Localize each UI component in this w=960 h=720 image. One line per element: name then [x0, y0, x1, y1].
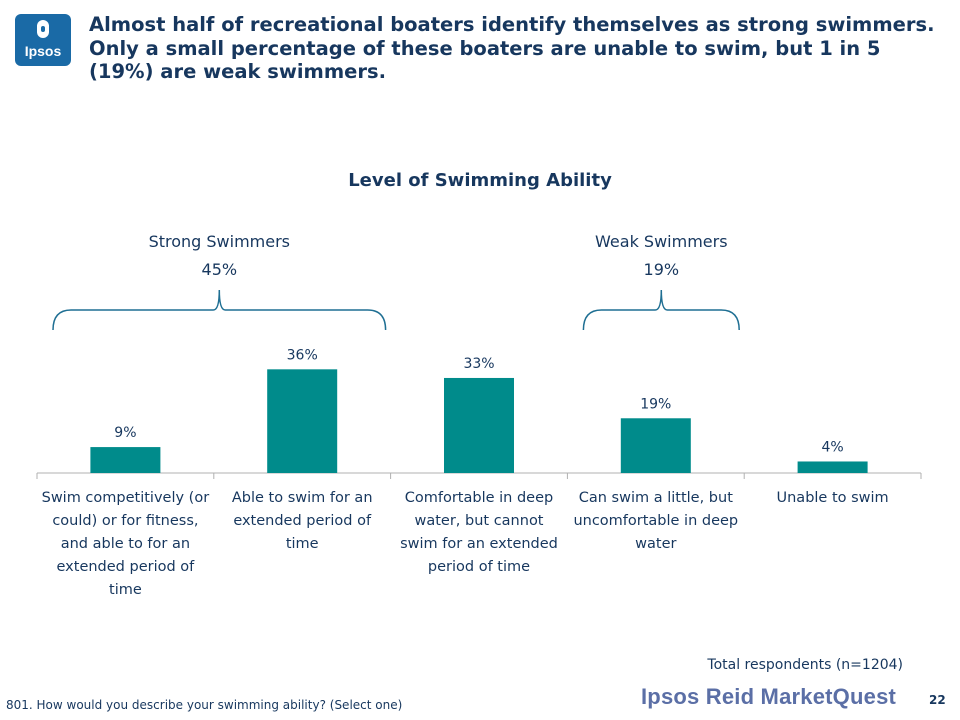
category-label-line: and able to for an — [61, 536, 190, 552]
bar-value-label: 36% — [287, 347, 318, 363]
category-label-line: Swim competitively (or — [42, 490, 210, 506]
page-number: 22 — [929, 693, 946, 707]
category-label-line: swim for an extended — [400, 536, 558, 552]
bar-value-label: 4% — [821, 439, 843, 455]
brand-wordmark: Ipsos Reid MarketQuest — [641, 684, 897, 709]
category-label-line: Can swim a little, but — [579, 490, 733, 506]
bar — [620, 418, 691, 473]
category-label-line: period of time — [428, 559, 530, 575]
group-brace — [52, 289, 387, 331]
category-label: Swim competitively (or could) or for fitn… — [42, 490, 210, 598]
category-label-line: Able to swim for an — [232, 490, 373, 506]
question-footnote: 801. How would you describe your swimmin… — [6, 698, 403, 712]
group-value: 45% — [202, 260, 238, 279]
bar-value-label: 33% — [463, 356, 494, 372]
category-label-line: Unable to swim — [777, 490, 889, 506]
category-label-line: Comfortable in deep — [405, 490, 553, 506]
bar-value-label: 9% — [114, 425, 136, 441]
bar — [444, 377, 514, 473]
category-label-line: could) or for fitness, — [52, 513, 198, 529]
chart-title: Level of Swimming Ability — [348, 170, 612, 191]
logo-text: Ipsos — [24, 43, 62, 59]
bar-value-label: 19% — [640, 396, 671, 412]
category-label: Unable to swim — [777, 490, 889, 506]
bar — [267, 369, 338, 473]
bar-chart: 9% 36% 33% 19% 4% Swim competitively (or could… — [36, 232, 922, 598]
category-label-line: extended period of — [233, 513, 372, 529]
logo-mark-icon — [37, 20, 49, 38]
category-label-line: uncomfortable in deep — [573, 513, 738, 529]
category-label-line: water, but cannot — [414, 513, 543, 529]
category-label-line: time — [286, 536, 319, 552]
ipsos-logo: Ipsos — [15, 14, 71, 66]
category-label-line: water — [635, 536, 676, 552]
category-label-line: extended period of — [57, 559, 196, 575]
group-label: Strong Swimmers — [149, 232, 290, 251]
category-label-line: time — [109, 582, 142, 598]
category-label: Comfortable in deep water, but cannot swim… — [400, 490, 558, 575]
bar — [90, 447, 161, 473]
respondents-note: Total respondents (n=1204) — [707, 657, 903, 673]
group-value: 19% — [644, 260, 680, 279]
group-label: Weak Swimmers — [595, 232, 728, 251]
category-label: Can swim a little, but uncomfortable in d… — [573, 490, 738, 552]
group-brace — [582, 289, 740, 331]
bar — [797, 461, 868, 473]
category-label: Able to swim for an extended period of tim… — [232, 490, 373, 552]
slide-headline: Almost half of recreational boaters iden… — [89, 13, 935, 83]
